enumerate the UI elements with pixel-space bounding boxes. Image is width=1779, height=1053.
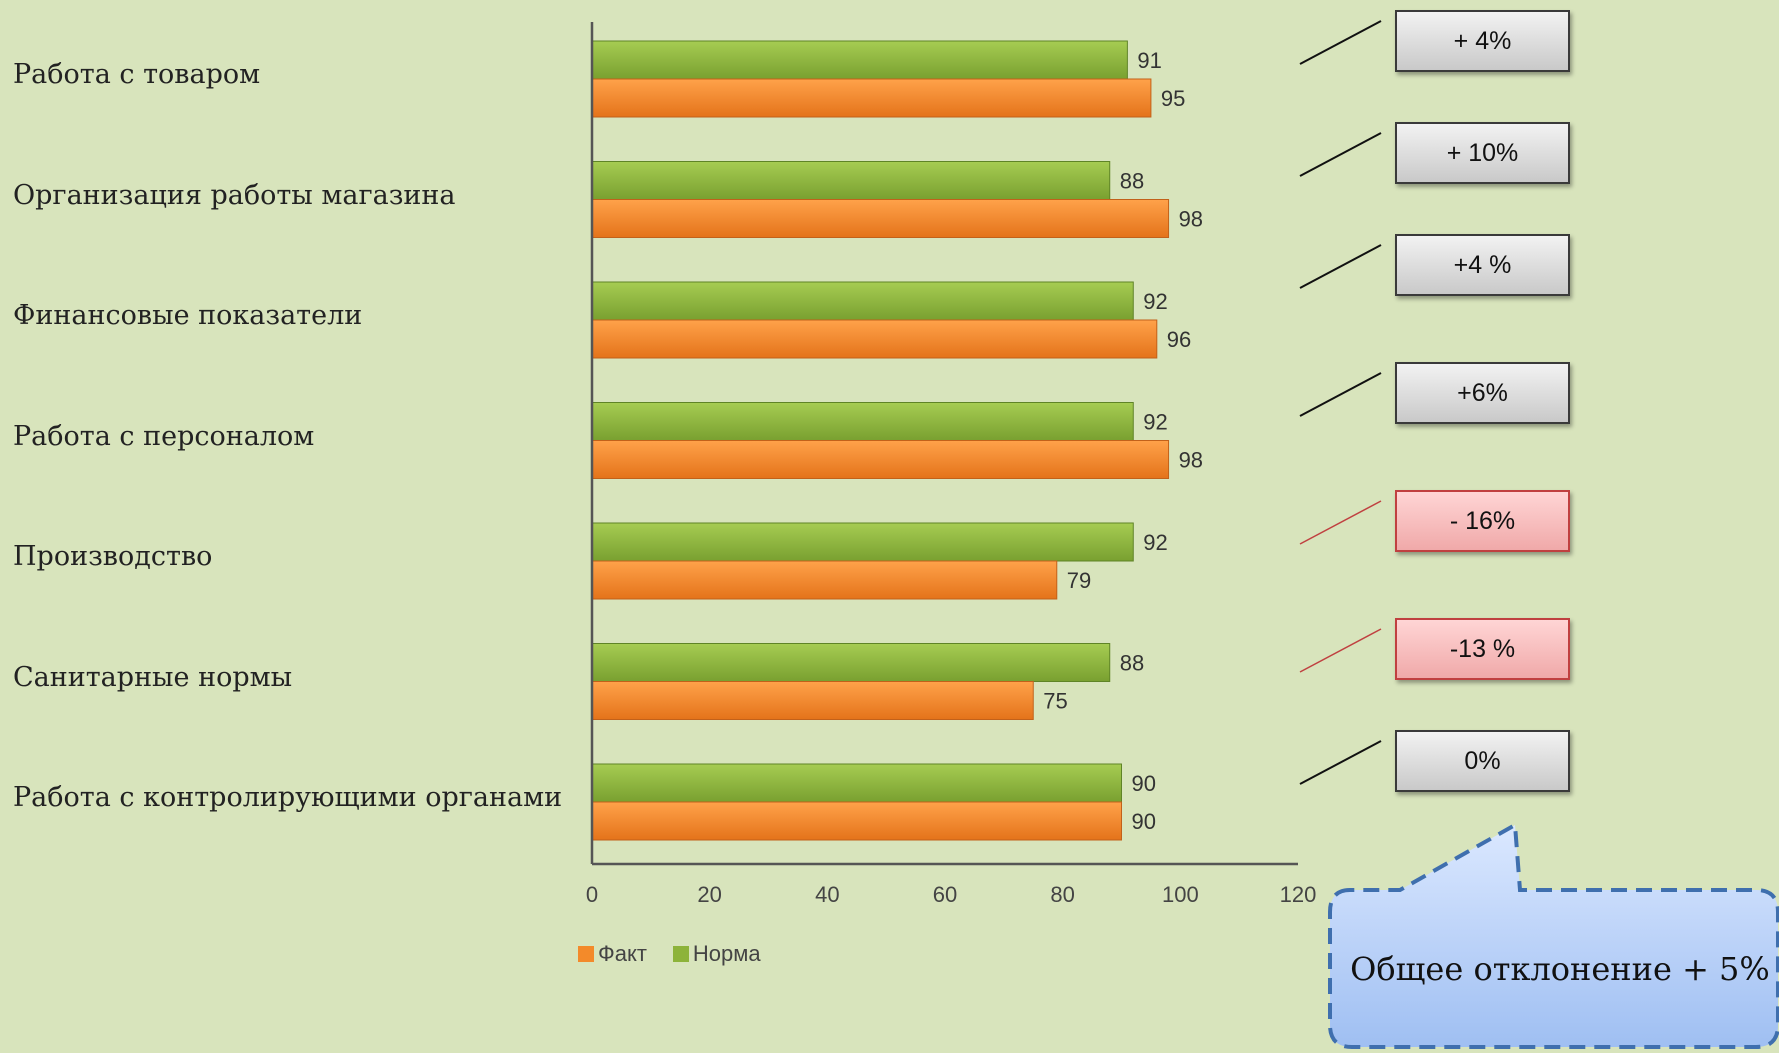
- category-label-0: Работа с товаром: [13, 59, 261, 90]
- deviation-box-2: +4 %: [1395, 234, 1570, 296]
- legend-swatch-norm: [672, 946, 689, 962]
- category-label-5: Санитарные нормы: [13, 661, 293, 693]
- bar-fact-4: [591, 560, 1058, 600]
- data-label-norm-0: 91: [1137, 48, 1161, 73]
- deviation-box-1: + 10%: [1395, 122, 1570, 184]
- bar-norm-0: [591, 40, 1128, 80]
- legend-label-norm: Норма: [692, 941, 761, 966]
- data-label-norm-1: 88: [1120, 169, 1144, 194]
- bar-norm-1: [591, 161, 1111, 200]
- bar-norm-4: [591, 522, 1134, 562]
- bar-fact-0: [591, 78, 1152, 118]
- data-label-norm-2: 92: [1143, 289, 1167, 314]
- connector-line-2: [1299, 244, 1382, 289]
- x-tick-label-40: 40: [815, 882, 839, 907]
- deviation-box-6: 0%: [1395, 730, 1570, 792]
- data-label-fact-2: 96: [1167, 327, 1191, 352]
- data-label-norm-5: 88: [1120, 651, 1144, 676]
- x-tick-label-20: 20: [697, 882, 721, 907]
- legend: Факт Норма: [578, 941, 761, 967]
- bar-fact-3: [591, 440, 1170, 479]
- connector-line-4: [1299, 500, 1382, 545]
- data-label-norm-6: 90: [1132, 771, 1156, 796]
- data-label-fact-1: 98: [1179, 207, 1203, 232]
- legend-item-norm: Норма: [672, 941, 761, 967]
- data-label-fact-0: 95: [1161, 86, 1185, 111]
- data-label-fact-3: 98: [1179, 448, 1203, 473]
- category-label-6: Работа с контролирующими органами: [13, 782, 563, 813]
- data-label-fact-6: 90: [1132, 809, 1156, 834]
- bar-norm-3: [591, 402, 1134, 441]
- category-label-3: Работа с персоналом: [13, 420, 315, 452]
- bar-fact-5: [591, 681, 1034, 720]
- deviation-box-5: -13 %: [1395, 618, 1570, 680]
- data-label-fact-4: 79: [1067, 568, 1091, 593]
- connector-line-0: [1299, 20, 1382, 65]
- bar-norm-2: [591, 281, 1134, 321]
- data-label-norm-4: 92: [1143, 530, 1167, 555]
- bar-fact-1: [591, 199, 1170, 238]
- bar-fact-6: [591, 801, 1122, 841]
- category-label-4: Производство: [13, 541, 213, 572]
- legend-label-fact: Факт: [598, 941, 647, 966]
- data-label-norm-3: 92: [1143, 410, 1167, 435]
- category-label-2: Финансовые показатели: [13, 300, 363, 331]
- connector-line-1: [1299, 132, 1382, 177]
- connector-line-6: [1299, 740, 1382, 785]
- data-label-fact-5: 75: [1043, 689, 1067, 714]
- deviation-box-3: +6%: [1395, 362, 1570, 424]
- x-tick-label-100: 100: [1162, 882, 1199, 907]
- connector-line-5: [1299, 628, 1382, 673]
- bar-norm-6: [591, 763, 1122, 803]
- deviation-box-0: + 4%: [1395, 10, 1570, 72]
- bar-fact-2: [591, 319, 1158, 359]
- x-tick-label-60: 60: [933, 882, 957, 907]
- category-label-1: Организация работы магазина: [13, 179, 456, 211]
- connector-line-3: [1299, 372, 1382, 417]
- x-tick-label-80: 80: [1050, 882, 1074, 907]
- legend-swatch-fact: [578, 946, 594, 962]
- x-tick-label-120: 120: [1280, 882, 1317, 907]
- legend-item-fact: Факт: [578, 941, 647, 967]
- callout-text: Общее отклонение + 5%: [1350, 950, 1770, 988]
- x-tick-label-0: 0: [586, 882, 598, 907]
- bar-norm-5: [591, 643, 1111, 682]
- deviation-box-4: - 16%: [1395, 490, 1570, 552]
